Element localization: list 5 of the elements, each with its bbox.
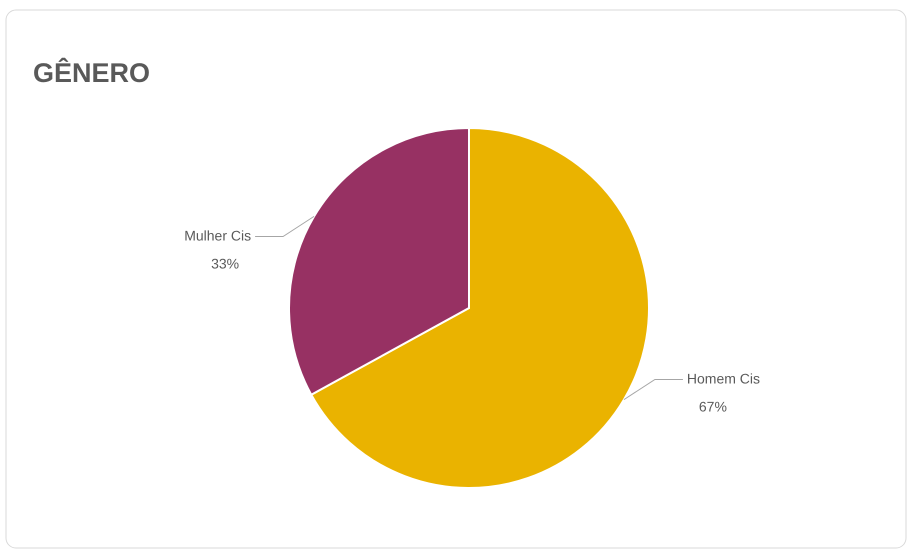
slice-label: Mulher Cis <box>184 228 252 244</box>
data-label: 33% <box>211 256 240 272</box>
data-label: 67% <box>698 398 727 414</box>
chart-title: GÊNERO <box>33 57 150 88</box>
slice-label: Homem Cis <box>686 370 760 386</box>
